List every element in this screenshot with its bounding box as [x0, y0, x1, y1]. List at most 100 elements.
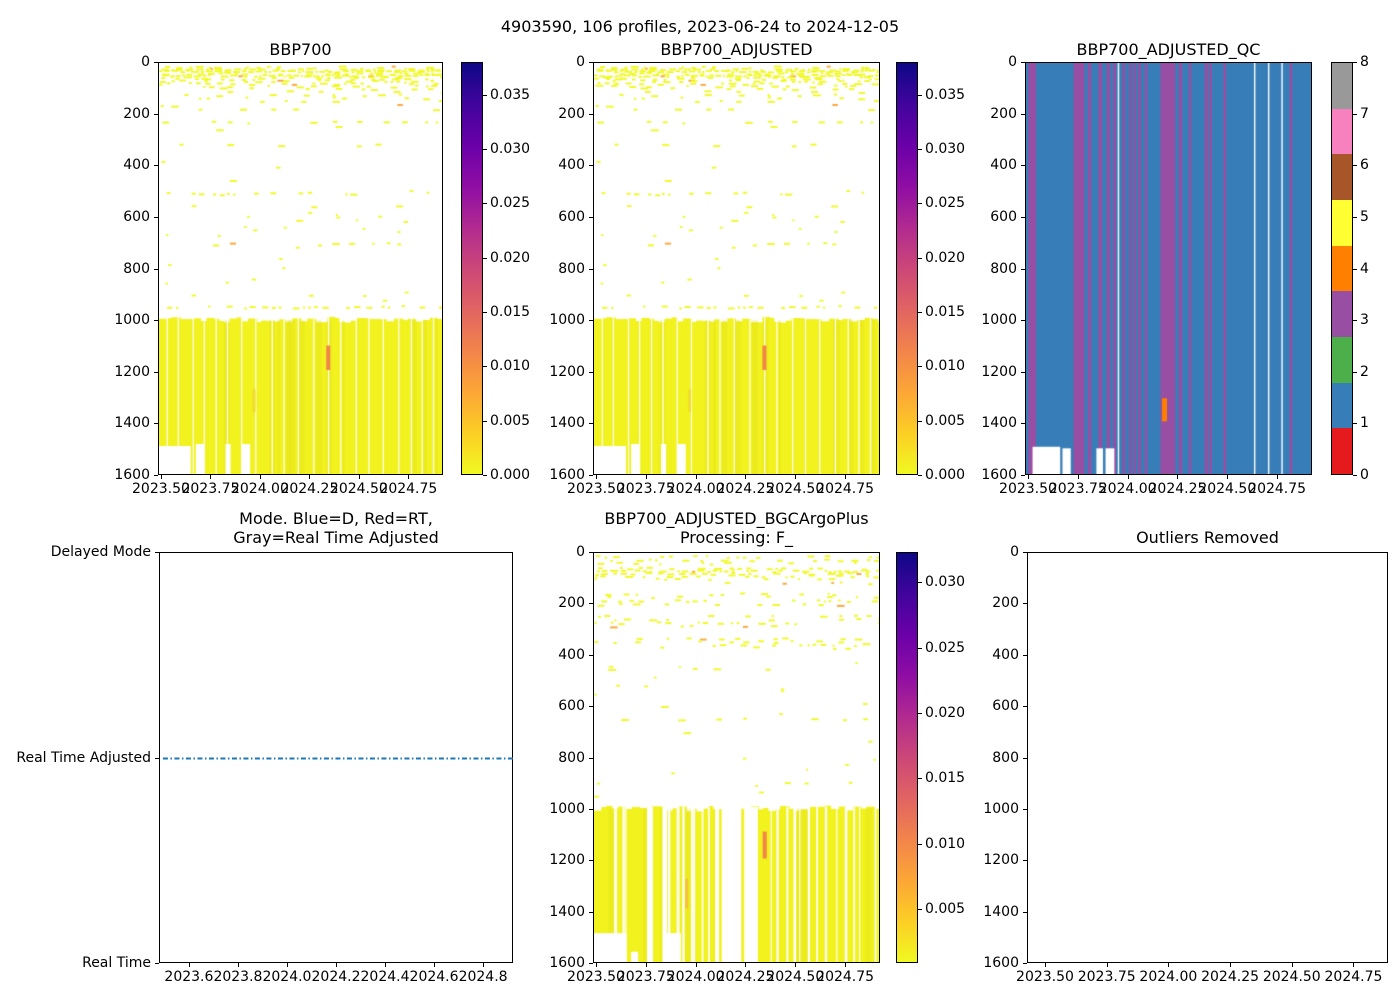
x-tick-mark [1230, 963, 1232, 967]
colorbar-tick-label: 0.025 [925, 195, 966, 212]
x-tick-label: 2023.75 [616, 969, 675, 985]
y-tick-label: 200 [558, 105, 585, 122]
y-tick-mark [1021, 216, 1025, 218]
colorbar-tick-mark [483, 420, 487, 422]
y-tick-label: 1000 [114, 312, 150, 329]
colorbar-tick-mark [483, 366, 487, 368]
y-tick-label: Real Time [82, 955, 151, 971]
x-tick-mark [695, 963, 697, 967]
colorbar-segment-4 [1332, 245, 1352, 292]
colorbar-tick-label: 0.030 [925, 140, 966, 157]
p5-axes [593, 552, 880, 963]
y-tick-label: 1600 [981, 467, 1017, 483]
x-tick-label: 2023.75 [181, 481, 240, 497]
y-tick-mark [154, 268, 158, 270]
x-tick-mark [1106, 963, 1108, 967]
x-tick-mark [645, 475, 647, 479]
colorbar-tick-mark [918, 420, 922, 422]
colorbar-tick-label: 3 [1360, 312, 1369, 329]
colorbar-tick-mark [918, 203, 922, 205]
x-tick-label: 2023.75 [1077, 969, 1136, 985]
x-tick-mark [1127, 475, 1129, 479]
y-tick-label: 1000 [981, 312, 1017, 329]
x-tick-label: 2023.6 [164, 969, 214, 985]
colorbar-segment-3 [1332, 290, 1352, 337]
p6-title-line1: Outliers Removed [1136, 528, 1279, 547]
colorbar-tick-mark [483, 475, 487, 476]
y-tick-label: 400 [990, 157, 1017, 174]
y-tick-label: 800 [558, 260, 585, 277]
y-tick-mark [589, 654, 593, 656]
x-tick-label: 2024.00 [1139, 969, 1198, 985]
y-tick-label: 200 [992, 595, 1019, 612]
colorbar-tick-label: 0 [1360, 467, 1369, 483]
y-tick-label: 400 [558, 157, 585, 174]
colorbar-tick-label: 0.030 [490, 140, 531, 157]
y-tick-mark [589, 808, 593, 810]
colorbar-tick-mark [918, 148, 922, 150]
colorbar-tick-mark [1353, 268, 1357, 270]
p4-title-line2: Gray=Real Time Adjusted [233, 528, 439, 547]
x-tick-mark [595, 475, 597, 479]
y-tick-mark [1023, 808, 1027, 810]
x-tick-mark [1177, 475, 1179, 479]
colorbar-tick-label: 0.030 [925, 574, 966, 591]
cb5-colorbar [896, 552, 918, 963]
x-tick-label: 2023.50 [1016, 969, 1074, 985]
y-tick-mark [1023, 860, 1027, 862]
x-tick-mark [795, 475, 797, 479]
colorbar-tick-mark [918, 94, 922, 96]
y-tick-label: 1400 [549, 903, 585, 920]
y-tick-label: 1200 [983, 852, 1019, 869]
colorbar-tick-label: 0.035 [925, 86, 966, 103]
p1-heatmap-canvas [159, 63, 442, 474]
y-tick-mark [154, 320, 158, 322]
y-tick-label: 1000 [549, 312, 585, 329]
x-tick-label: 2024.50 [1198, 481, 1257, 497]
colorbar-segment-2 [1332, 336, 1352, 383]
colorbar-tick-label: 0.000 [925, 467, 966, 483]
y-tick-mark [589, 860, 593, 862]
colorbar-tick-label: 0.025 [490, 195, 531, 212]
colorbar-tick-label: 0.015 [925, 770, 966, 787]
y-tick-label: 0 [1010, 544, 1019, 560]
y-tick-mark [1021, 423, 1025, 425]
y-tick-mark [155, 963, 159, 964]
y-tick-label: 1400 [549, 415, 585, 432]
y-tick-mark [1021, 320, 1025, 322]
colorbar-tick-mark [1353, 113, 1357, 115]
y-tick-mark [1023, 911, 1027, 913]
p5-title-line2: Processing: F_ [679, 528, 794, 547]
x-tick-mark [309, 475, 311, 479]
x-tick-mark [745, 963, 747, 967]
x-tick-mark [259, 475, 261, 479]
x-tick-mark [745, 475, 747, 479]
x-tick-label: 2024.0 [262, 969, 312, 985]
x-tick-label: 2024.75 [816, 481, 875, 497]
y-tick-mark [1023, 603, 1027, 605]
x-tick-label: 2024.4 [360, 969, 410, 985]
p4-axes [159, 552, 514, 963]
colorbar-tick-label: 0.015 [490, 303, 531, 320]
y-tick-mark [589, 268, 593, 270]
y-tick-mark [589, 706, 593, 708]
colorbar-tick-label: 0.010 [925, 358, 966, 375]
y-tick-label: 0 [576, 54, 585, 70]
x-tick-mark [336, 963, 337, 967]
y-tick-mark [589, 552, 593, 553]
y-tick-label: 1200 [114, 363, 150, 380]
colorbar-tick-mark [1353, 371, 1357, 373]
x-tick-mark [1277, 475, 1279, 479]
p2-title-line1: BBP700_ADJUSTED [660, 40, 813, 59]
mode-line-plot [162, 757, 514, 760]
x-tick-label: 2024.00 [666, 481, 725, 497]
x-tick-label: 2023.75 [1048, 481, 1107, 497]
y-tick-mark [1023, 963, 1027, 964]
y-tick-mark [1021, 268, 1025, 270]
x-tick-label: 2024.75 [1324, 969, 1383, 985]
y-tick-label: 1400 [983, 903, 1019, 920]
y-tick-mark [154, 113, 158, 115]
colorbar-tick-mark [918, 843, 922, 845]
y-tick-mark [1021, 371, 1025, 373]
